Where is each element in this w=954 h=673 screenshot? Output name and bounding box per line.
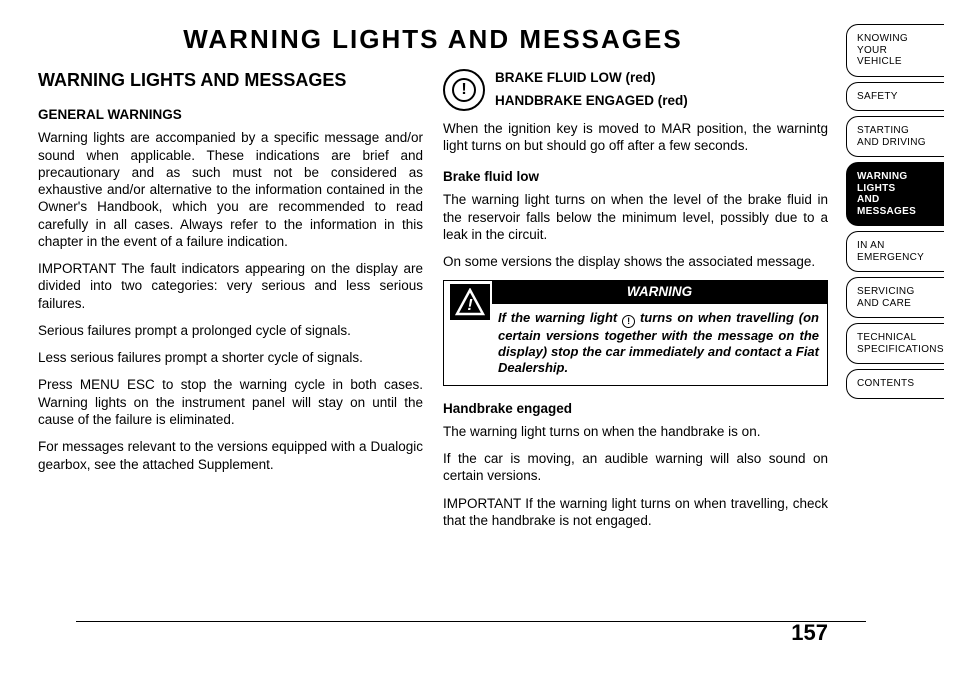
paragraph: IMPORTANT If the warning light turns on … <box>443 495 828 530</box>
brake-fluid-low-heading: Brake fluid low <box>443 168 828 185</box>
sidebar-tab[interactable]: IN ANEMERGENCY <box>846 231 944 272</box>
warning-text-before: If the warning light <box>498 310 622 325</box>
brake-warning-icon: ! <box>443 69 485 111</box>
sidebar-tabs: KNOWINGYOURVEHICLE SAFETY STARTINGAND DRIV… <box>846 24 944 404</box>
paragraph: Press MENU ESC to stop the warning cycle… <box>38 376 423 428</box>
sidebar-tab[interactable]: STARTINGAND DRIVING <box>846 116 944 157</box>
warning-triangle-icon: ! <box>450 284 490 320</box>
paragraph: If the car is moving, an audible warning… <box>443 450 828 485</box>
paragraph: Warning lights are accompanied by a spec… <box>38 129 423 250</box>
left-column: WARNING LIGHTS AND MESSAGES GENERAL WARN… <box>38 69 423 539</box>
paragraph: Less serious failures prompt a shorter c… <box>38 349 423 366</box>
general-warnings-heading: GENERAL WARNINGS <box>38 106 423 123</box>
sidebar-tab[interactable]: KNOWINGYOURVEHICLE <box>846 24 944 77</box>
handbrake-heading: Handbrake engaged <box>443 400 828 417</box>
footer-rule <box>76 621 866 622</box>
brake-icon-row: ! BRAKE FLUID LOW (red) HANDBRAKE ENGAGE… <box>443 69 828 116</box>
columns: WARNING LIGHTS AND MESSAGES GENERAL WARN… <box>38 69 828 539</box>
brake-heading-2: HANDBRAKE ENGAGED (red) <box>495 92 688 109</box>
paragraph: IMPORTANT The fault indicators appearing… <box>38 260 423 312</box>
page-number: 157 <box>791 620 828 646</box>
inline-brake-icon: ! <box>622 315 635 328</box>
brake-heading-1: BRAKE FLUID LOW (red) <box>495 69 688 86</box>
main-title: WARNING LIGHTS AND MESSAGES <box>38 24 828 55</box>
svg-text:!: ! <box>467 297 473 314</box>
paragraph: For messages relevant to the versions eq… <box>38 438 423 473</box>
warning-header: WARNING <box>492 281 827 303</box>
sidebar-tab[interactable]: WARNING LIGHTSAND MESSAGES <box>846 162 944 226</box>
right-column: ! BRAKE FLUID LOW (red) HANDBRAKE ENGAGE… <box>443 69 828 539</box>
sidebar-tab[interactable]: SERVICINGAND CARE <box>846 277 944 318</box>
sidebar-tab[interactable]: TECHNICALSPECIFICATIONS <box>846 323 944 364</box>
brake-warning-icon-inner: ! <box>452 78 476 102</box>
paragraph: When the ignition key is moved to MAR po… <box>443 120 828 155</box>
page-content: WARNING LIGHTS AND MESSAGES WARNING LIGH… <box>38 24 828 654</box>
warning-text: If the warning light ! turns on when tra… <box>498 310 819 377</box>
brake-headings: BRAKE FLUID LOW (red) HANDBRAKE ENGAGED … <box>495 69 688 116</box>
warning-body: ! If the warning light ! turns on when t… <box>444 304 827 385</box>
paragraph: On some versions the display shows the a… <box>443 253 828 270</box>
section-subtitle: WARNING LIGHTS AND MESSAGES <box>38 69 423 92</box>
paragraph: The warning light turns on when the leve… <box>443 191 828 243</box>
warning-box: WARNING ! If the warning light ! turns o… <box>443 280 828 385</box>
sidebar-tab[interactable]: CONTENTS <box>846 369 944 399</box>
paragraph: The warning light turns on when the hand… <box>443 423 828 440</box>
sidebar-tab[interactable]: SAFETY <box>846 82 944 112</box>
paragraph: Serious failures prompt a prolonged cycl… <box>38 322 423 339</box>
